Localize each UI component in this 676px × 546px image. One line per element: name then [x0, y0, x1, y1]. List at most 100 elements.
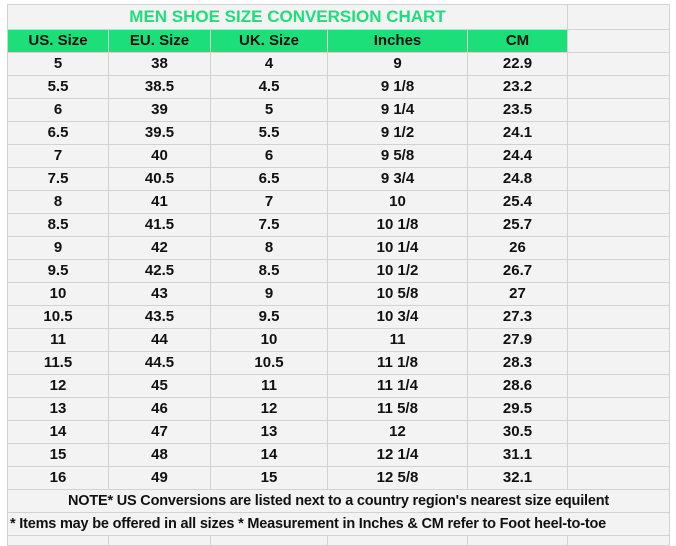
- cell-cm[interactable]: 24.8: [467, 167, 568, 191]
- empty-cell[interactable]: [210, 535, 328, 546]
- cell-inches[interactable]: 10 1/8: [327, 213, 468, 237]
- cell-eu-size[interactable]: 41: [108, 190, 211, 214]
- cell-cm[interactable]: 32.1: [467, 466, 568, 490]
- empty-cell[interactable]: [567, 75, 670, 99]
- cell-cm[interactable]: 27.3: [467, 305, 568, 329]
- empty-cell[interactable]: [567, 282, 670, 306]
- cell-uk-size[interactable]: 15: [210, 466, 328, 490]
- header-eu-size[interactable]: EU. Size: [108, 29, 211, 53]
- cell-inches[interactable]: 10: [327, 190, 468, 214]
- cell-us-size[interactable]: 5: [7, 52, 109, 76]
- cell-inches[interactable]: 10 1/4: [327, 236, 468, 260]
- cell-cm[interactable]: 26.7: [467, 259, 568, 283]
- cell-uk-size[interactable]: 5: [210, 98, 328, 122]
- header-uk-size[interactable]: UK. Size: [210, 29, 328, 53]
- cell-us-size[interactable]: 10.5: [7, 305, 109, 329]
- cell-eu-size[interactable]: 38: [108, 52, 211, 76]
- cell-inches[interactable]: 9 3/4: [327, 167, 468, 191]
- cell-inches[interactable]: 12 5/8: [327, 466, 468, 490]
- cell-uk-size[interactable]: 14: [210, 443, 328, 467]
- cell-eu-size[interactable]: 49: [108, 466, 211, 490]
- cell-us-size[interactable]: 15: [7, 443, 109, 467]
- cell-cm[interactable]: 24.1: [467, 121, 568, 145]
- cell-us-size[interactable]: 8.5: [7, 213, 109, 237]
- empty-cell[interactable]: [567, 535, 670, 546]
- cell-inches[interactable]: 10 3/4: [327, 305, 468, 329]
- cell-uk-size[interactable]: 10: [210, 328, 328, 352]
- empty-cell[interactable]: [567, 144, 670, 168]
- cell-cm[interactable]: 23.2: [467, 75, 568, 99]
- cell-uk-size[interactable]: 7.5: [210, 213, 328, 237]
- empty-cell[interactable]: [327, 535, 468, 546]
- cell-cm[interactable]: 25.4: [467, 190, 568, 214]
- cell-inches[interactable]: 9 1/2: [327, 121, 468, 145]
- empty-cell[interactable]: [467, 535, 568, 546]
- cell-us-size[interactable]: 8: [7, 190, 109, 214]
- cell-eu-size[interactable]: 43.5: [108, 305, 211, 329]
- cell-cm[interactable]: 23.5: [467, 98, 568, 122]
- empty-cell[interactable]: [567, 351, 670, 375]
- cell-uk-size[interactable]: 8: [210, 236, 328, 260]
- empty-cell[interactable]: [567, 305, 670, 329]
- cell-eu-size[interactable]: 39: [108, 98, 211, 122]
- cell-us-size[interactable]: 9: [7, 236, 109, 260]
- header-us-size[interactable]: US. Size: [7, 29, 109, 53]
- cell-inches[interactable]: 11 1/4: [327, 374, 468, 398]
- empty-cell[interactable]: [108, 535, 211, 546]
- cell-cm[interactable]: 27: [467, 282, 568, 306]
- empty-cell[interactable]: [567, 374, 670, 398]
- empty-cell[interactable]: [567, 98, 670, 122]
- cell-uk-size[interactable]: 5.5: [210, 121, 328, 145]
- cell-uk-size[interactable]: 11: [210, 374, 328, 398]
- empty-cell[interactable]: [567, 443, 670, 467]
- empty-cell[interactable]: [567, 466, 670, 490]
- cell-uk-size[interactable]: 6: [210, 144, 328, 168]
- cell-us-size[interactable]: 10: [7, 282, 109, 306]
- cell-eu-size[interactable]: 41.5: [108, 213, 211, 237]
- cell-eu-size[interactable]: 42: [108, 236, 211, 260]
- cell-inches[interactable]: 10 1/2: [327, 259, 468, 283]
- cell-inches[interactable]: 9: [327, 52, 468, 76]
- cell-uk-size[interactable]: 12: [210, 397, 328, 421]
- cell-us-size[interactable]: 7: [7, 144, 109, 168]
- cell-uk-size[interactable]: 8.5: [210, 259, 328, 283]
- cell-cm[interactable]: 26: [467, 236, 568, 260]
- header-inches[interactable]: Inches: [327, 29, 468, 53]
- cell-cm[interactable]: 29.5: [467, 397, 568, 421]
- cell-cm[interactable]: 24.4: [467, 144, 568, 168]
- empty-cell[interactable]: [567, 397, 670, 421]
- cell-eu-size[interactable]: 39.5: [108, 121, 211, 145]
- cell-us-size[interactable]: 6: [7, 98, 109, 122]
- cell-eu-size[interactable]: 40: [108, 144, 211, 168]
- cell-us-size[interactable]: 6.5: [7, 121, 109, 145]
- empty-cell[interactable]: [567, 4, 670, 30]
- cell-uk-size[interactable]: 9: [210, 282, 328, 306]
- cell-cm[interactable]: 28.6: [467, 374, 568, 398]
- empty-cell[interactable]: [567, 328, 670, 352]
- cell-inches[interactable]: 9 5/8: [327, 144, 468, 168]
- cell-cm[interactable]: 22.9: [467, 52, 568, 76]
- cell-uk-size[interactable]: 4.5: [210, 75, 328, 99]
- cell-eu-size[interactable]: 43: [108, 282, 211, 306]
- cell-inches[interactable]: 12: [327, 420, 468, 444]
- empty-cell[interactable]: [567, 52, 670, 76]
- header-cm[interactable]: CM: [467, 29, 568, 53]
- empty-cell[interactable]: [567, 29, 670, 53]
- cell-eu-size[interactable]: 47: [108, 420, 211, 444]
- cell-us-size[interactable]: 16: [7, 466, 109, 490]
- empty-cell[interactable]: [7, 535, 109, 546]
- cell-inches[interactable]: 11 5/8: [327, 397, 468, 421]
- cell-inches[interactable]: 9 1/8: [327, 75, 468, 99]
- cell-cm[interactable]: 31.1: [467, 443, 568, 467]
- cell-us-size[interactable]: 13: [7, 397, 109, 421]
- cell-us-size[interactable]: 9.5: [7, 259, 109, 283]
- cell-eu-size[interactable]: 40.5: [108, 167, 211, 191]
- cell-eu-size[interactable]: 44: [108, 328, 211, 352]
- cell-inches[interactable]: 10 5/8: [327, 282, 468, 306]
- empty-cell[interactable]: [567, 190, 670, 214]
- empty-cell[interactable]: [567, 259, 670, 283]
- cell-inches[interactable]: 12 1/4: [327, 443, 468, 467]
- cell-uk-size[interactable]: 13: [210, 420, 328, 444]
- empty-cell[interactable]: [567, 420, 670, 444]
- cell-uk-size[interactable]: 9.5: [210, 305, 328, 329]
